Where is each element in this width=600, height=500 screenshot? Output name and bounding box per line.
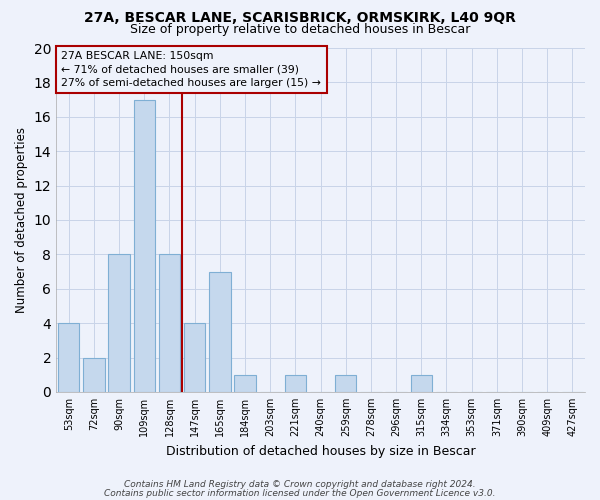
Bar <box>410 374 432 392</box>
Bar <box>335 374 356 392</box>
Bar <box>209 272 230 392</box>
Bar <box>159 254 180 392</box>
Bar <box>83 358 104 392</box>
Bar <box>109 254 130 392</box>
Bar <box>134 100 155 392</box>
Text: Size of property relative to detached houses in Bescar: Size of property relative to detached ho… <box>130 22 470 36</box>
Bar <box>58 323 79 392</box>
Bar <box>284 374 306 392</box>
Y-axis label: Number of detached properties: Number of detached properties <box>15 127 28 313</box>
Text: 27A, BESCAR LANE, SCARISBRICK, ORMSKIRK, L40 9QR: 27A, BESCAR LANE, SCARISBRICK, ORMSKIRK,… <box>84 11 516 25</box>
Bar <box>235 374 256 392</box>
Text: 27A BESCAR LANE: 150sqm
← 71% of detached houses are smaller (39)
27% of semi-de: 27A BESCAR LANE: 150sqm ← 71% of detache… <box>61 52 322 88</box>
Text: Contains public sector information licensed under the Open Government Licence v3: Contains public sector information licen… <box>104 488 496 498</box>
X-axis label: Distribution of detached houses by size in Bescar: Distribution of detached houses by size … <box>166 444 475 458</box>
Text: Contains HM Land Registry data © Crown copyright and database right 2024.: Contains HM Land Registry data © Crown c… <box>124 480 476 489</box>
Bar <box>184 323 205 392</box>
